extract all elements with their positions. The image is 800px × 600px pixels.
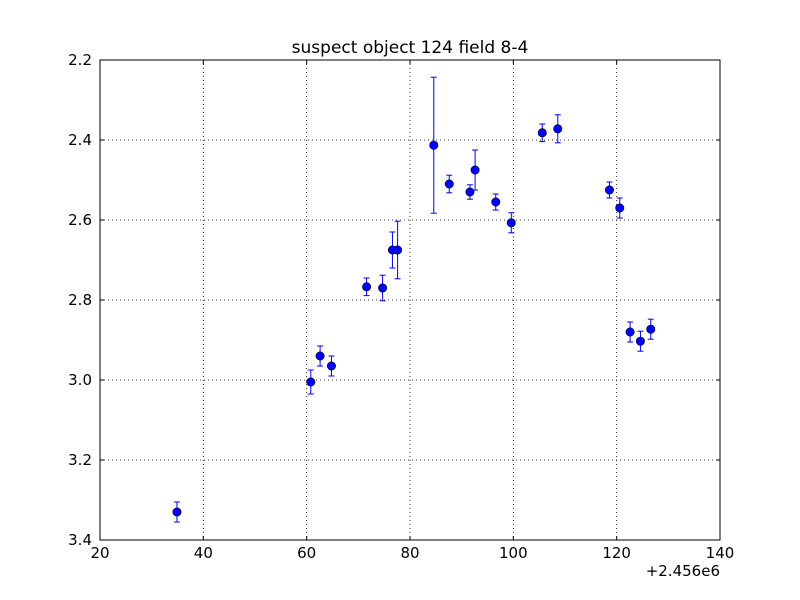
data-marker — [465, 187, 475, 197]
data-point — [537, 123, 547, 143]
data-point — [393, 220, 403, 280]
data-marker — [172, 507, 182, 517]
data-marker — [553, 124, 563, 134]
data-point — [172, 501, 182, 523]
x-tick-label: 40 — [194, 544, 213, 562]
axis-ticks: 20 40 60 80 100 120 140 2.2 2.4 2.6 2.8 3.0 3.2 3.4 — [68, 51, 734, 562]
data-point — [506, 212, 516, 234]
data-marker — [537, 128, 547, 138]
data-marker — [491, 197, 501, 207]
data-marker — [315, 351, 325, 361]
data-point — [553, 114, 563, 144]
data-marker — [444, 179, 454, 189]
data-point — [604, 181, 614, 199]
data-marker — [470, 165, 480, 175]
data-point — [470, 149, 480, 191]
y-tick-label: 3.0 — [68, 371, 92, 389]
data-points — [172, 76, 656, 523]
data-marker — [306, 377, 316, 387]
data-point — [646, 318, 656, 340]
data-marker — [429, 140, 439, 150]
x-tick-label: 140 — [706, 544, 735, 562]
x-tick-label: 80 — [400, 544, 419, 562]
chart-title: suspect object 124 field 8-4 — [292, 38, 529, 58]
data-marker — [625, 327, 635, 337]
x-tick-label: 120 — [602, 544, 631, 562]
y-tick-label: 3.4 — [68, 531, 92, 549]
data-marker — [378, 283, 388, 293]
data-point — [444, 174, 454, 194]
data-point — [362, 277, 372, 297]
data-point — [378, 274, 388, 302]
data-point — [625, 321, 635, 343]
data-point — [465, 184, 475, 200]
data-point — [315, 345, 325, 367]
data-marker — [506, 218, 516, 228]
data-point — [635, 330, 645, 352]
x-tick-label: 60 — [297, 544, 316, 562]
data-marker — [615, 203, 625, 213]
grid — [100, 60, 720, 540]
data-marker — [635, 336, 645, 346]
data-point — [615, 197, 625, 219]
y-tick-label: 2.2 — [68, 51, 92, 69]
y-tick-label: 2.4 — [68, 131, 92, 149]
data-point — [326, 355, 336, 377]
data-point — [429, 76, 439, 214]
y-tick-label: 2.8 — [68, 291, 92, 309]
data-marker — [362, 282, 372, 292]
data-marker — [393, 245, 403, 255]
data-point — [306, 369, 316, 395]
x-axis-offset-label: +2.456e6 — [646, 562, 720, 580]
x-tick-label: 20 — [90, 544, 109, 562]
y-tick-label: 3.2 — [68, 451, 92, 469]
x-tick-label: 100 — [499, 544, 528, 562]
data-marker — [646, 324, 656, 334]
data-marker — [326, 361, 336, 371]
y-tick-label: 2.6 — [68, 211, 92, 229]
data-marker — [604, 185, 614, 195]
data-point — [491, 193, 501, 211]
